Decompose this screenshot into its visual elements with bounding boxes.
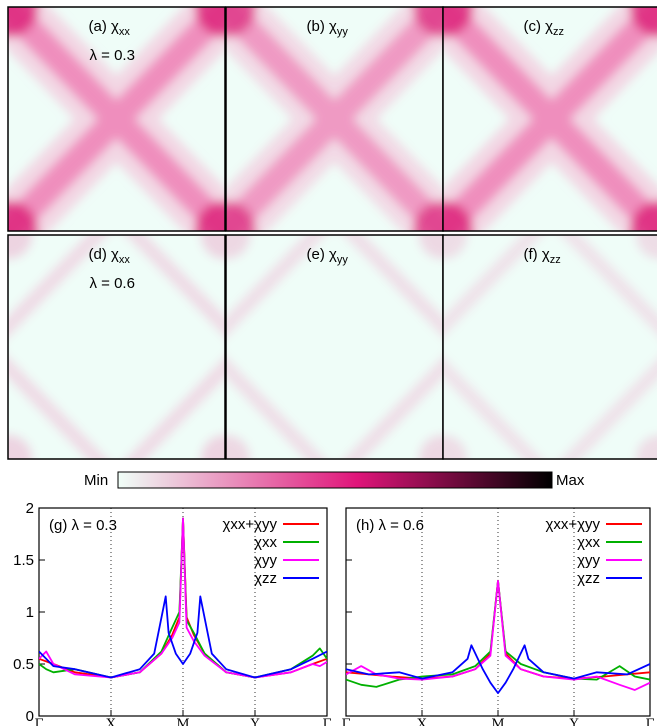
heatmap-label: (a) χxx [89,18,131,38]
x-tick-label: Γ [34,717,43,726]
heatmap-hotspot [8,7,38,37]
legend-label: χxx [254,534,277,551]
x-tick-label: Y [250,717,260,726]
heatmap-label: (f) χzz [524,246,561,266]
legend-label: χxx+χyy [545,516,600,533]
heatmap-band [443,235,657,459]
heatmap-background [8,235,225,459]
x-tick-label: Y [569,717,579,726]
heatmap-panel: (f) χzz [442,234,657,460]
heatmap-lambda-label: λ = 0.3 [90,47,135,64]
x-tick-label: Γ [322,717,331,726]
heatmap-panel: (c) χzz [442,6,657,232]
heatmap-hotspot [201,435,225,459]
heatmap-hotspot [226,235,250,259]
heatmap-lambda-label: λ = 0.6 [90,275,135,292]
series-line [39,517,327,679]
heatmap-band-halo [8,7,225,231]
heatmap-hotspot [201,235,225,259]
legend-label: χyy [577,552,600,569]
x-tick-label: M [491,717,504,726]
legend-label: χxx [577,534,600,551]
heatmap-hotspot [419,235,443,259]
colorbar-min-label: Min [84,472,108,489]
heatmap-hotspot [419,435,443,459]
heatmap-band-halo [226,7,443,231]
heatmap-panel: (a) χxx λ = 0.3 [7,6,226,232]
heatmap-band [226,235,443,459]
heatmap-hotspot [8,201,38,231]
heatmap-frame [442,234,657,460]
heatmap-panel: (e) χyy [225,234,444,460]
y-tick-label: 1.5 [13,552,34,569]
legend-label: χxx+χyy [222,516,277,533]
colorbar: Min Max [84,471,585,489]
y-tick-label: 0.5 [13,656,34,673]
y-tick-label: 2 [26,500,34,517]
heatmap-band [8,235,225,459]
heatmap-hotspot [226,201,256,231]
heatmap-label: (d) χxx [89,246,131,266]
y-tick-label: 0 [26,708,34,725]
heatmap-frame [7,234,226,460]
heatmap-hotspot [195,201,225,231]
legend-label: χyy [254,552,277,569]
y-tick-label: 1 [26,604,34,621]
heatmap-frame [7,6,226,232]
heatmap-hotspot [636,235,657,259]
heatmap-hotspot [8,235,32,259]
heatmap-hotspot [8,435,32,459]
plot-title: (h) λ = 0.6 [356,517,424,534]
series-line [346,644,650,694]
heatmap-panels: (a) χxx λ = 0.3 (b) χyy (c) χzz (d) χxx λ = 0… [7,6,657,460]
x-tick-label: X [106,717,116,726]
heatmap-hotspot [443,201,473,231]
heatmap-hotspot [443,435,467,459]
line-plots: Γ X M Y Γ00.511.52(g) λ = 0.3 χxx+χyyχxxχyyχz… [13,500,654,726]
heatmap-hotspot [195,7,225,37]
heatmap-hotspot [226,7,256,37]
heatmap-hotspot [443,235,467,259]
line-plot: Γ X M Y Γ00.511.52(g) λ = 0.3 χxx+χyyχxxχyyχz… [13,500,331,726]
heatmap-panel: (b) χyy [225,6,444,232]
heatmap-label: (b) χyy [307,18,349,38]
plot-title: (g) λ = 0.3 [49,517,117,534]
heatmap-hotspot [413,7,443,37]
heatmap-hotspot [226,435,250,459]
x-tick-label: X [417,717,427,726]
heatmap-hotspot [630,201,657,231]
heatmap-label: (e) χyy [307,246,349,266]
heatmap-band-halo [443,7,657,231]
heatmap-panel: (d) χxx λ = 0.6 [7,234,226,460]
series-line [346,579,650,691]
heatmap-hotspot [443,7,473,37]
heatmap-label: (c) χzz [524,18,565,38]
series-line [39,595,327,679]
x-tick-label: M [176,717,189,726]
legend-label: χzz [577,570,600,587]
x-tick-label: Γ [341,717,350,726]
colorbar-max-label: Max [556,472,585,489]
heatmap-hotspot [636,435,657,459]
x-tick-label: Γ [645,717,654,726]
heatmap-frame [442,6,657,232]
legend-label: χzz [254,570,277,587]
heatmap-background [443,235,657,459]
heatmap-hotspot [630,7,657,37]
colorbar-gradient [117,471,553,489]
heatmap-background [226,235,443,459]
heatmap-hotspot [413,201,443,231]
